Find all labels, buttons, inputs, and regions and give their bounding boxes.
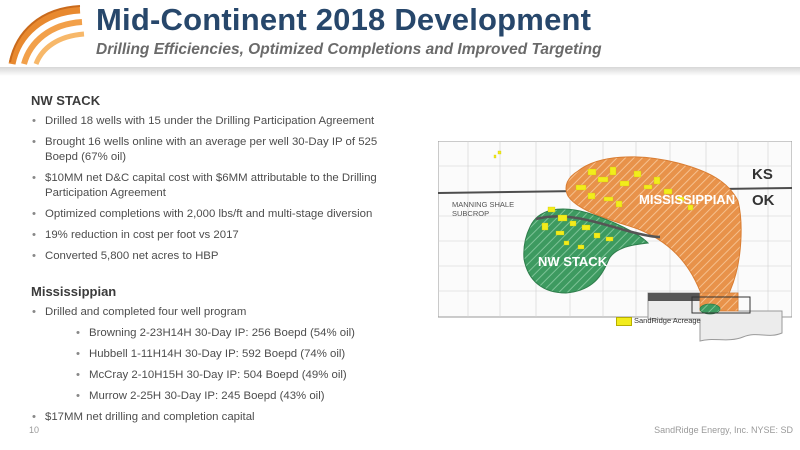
bullet-item: Optimized completions with 2,000 lbs/ft … bbox=[31, 207, 431, 222]
section-heading-nw-stack: NW STACK bbox=[31, 93, 101, 108]
manning-shale-label: MANNING SHALE SUBCROP bbox=[452, 200, 515, 218]
mississippian-label: MISSISSIPPIAN bbox=[639, 192, 736, 207]
mini-focus-box bbox=[691, 296, 751, 314]
sandridge-acreage bbox=[493, 150, 694, 250]
legend-swatch bbox=[616, 317, 632, 326]
bullet-item: Brought 16 wells online with an average … bbox=[31, 135, 405, 165]
page-title: Mid-Continent 2018 Development bbox=[96, 2, 592, 37]
mississippian-bullet-list: Drilled and completed four well program … bbox=[31, 305, 431, 425]
sandridge-logo-icon bbox=[8, 5, 85, 66]
legend-label: SandRidge Acreage bbox=[634, 316, 701, 325]
page-subtitle: Drilling Efficiencies, Optimized Complet… bbox=[96, 41, 602, 58]
bullet-item: Drilled 18 wells with 15 under the Drill… bbox=[31, 114, 431, 129]
ks-label: KS bbox=[752, 166, 773, 183]
sub-bullet-item: McCray 2-10H15H 30-Day IP: 504 Boepd (49… bbox=[31, 368, 431, 383]
panhandle-border bbox=[648, 293, 700, 301]
sub-bullet-item: Hubbell 1-11H14H 30-Day IP: 592 Boepd (7… bbox=[31, 347, 431, 362]
acreage-map bbox=[438, 141, 792, 342]
content-body: NW STACK Drilled 18 wells with 15 under … bbox=[31, 93, 431, 431]
bullet-item: Drilled and completed four well program bbox=[31, 305, 431, 320]
sub-bullet-item: Murrow 2-25H 30-Day IP: 245 Boepd (43% o… bbox=[31, 389, 431, 404]
oklahoma-outline bbox=[647, 292, 783, 342]
page-number: 10 bbox=[29, 425, 40, 435]
bullet-item: 19% reduction in cost per foot vs 2017 bbox=[31, 228, 431, 243]
footer-company: SandRidge Energy, Inc. NYSE: SD bbox=[654, 425, 793, 435]
ok-label: OK bbox=[752, 192, 775, 209]
mini-nw-stack bbox=[699, 303, 721, 315]
bullet-item: $10MM net D&C capital cost with $6MM att… bbox=[31, 171, 405, 201]
header-divider bbox=[0, 67, 800, 76]
nw-stack-play-area bbox=[523, 208, 650, 294]
nw-stack-bullet-list: Drilled 18 wells with 15 under the Drill… bbox=[31, 114, 431, 264]
sub-bullet-item: Browning 2-23H14H 30-Day IP: 256 Boepd (… bbox=[31, 326, 431, 341]
bullet-item: Converted 5,800 net acres to HBP bbox=[31, 249, 431, 264]
bullet-item: $17MM net drilling and completion capita… bbox=[31, 410, 431, 425]
section-heading-mississippian: Mississippian bbox=[31, 284, 117, 299]
nw-stack-label: NW STACK bbox=[538, 254, 608, 269]
